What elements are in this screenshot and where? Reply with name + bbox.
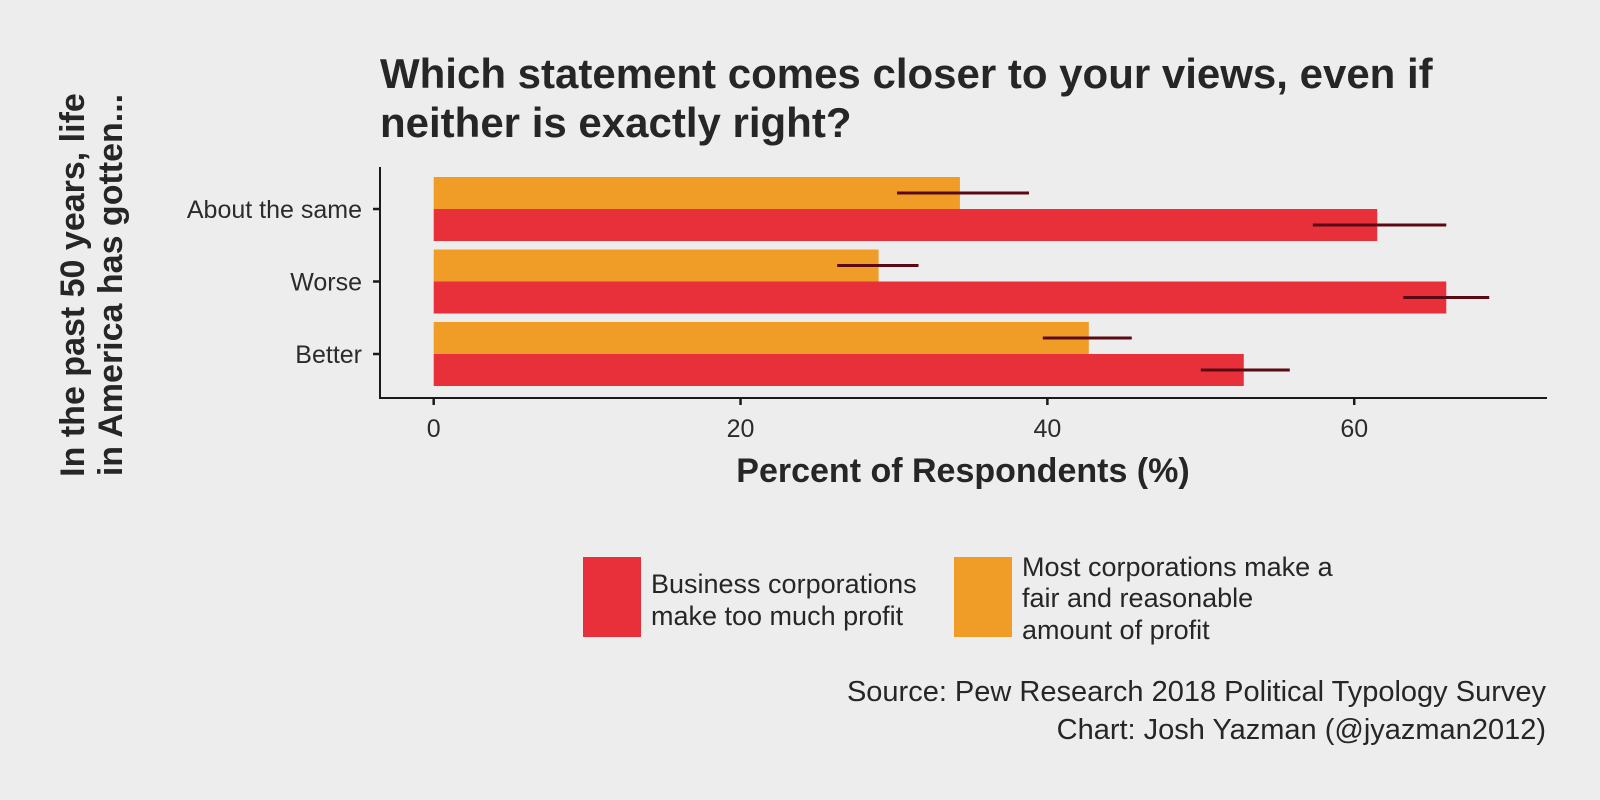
chart-title-line-1: Which statement comes closer to your vie…	[380, 50, 1434, 97]
legend-label-fair-line-3: amount of profit	[1022, 615, 1210, 645]
bar-better-series-1	[433, 322, 1089, 354]
legend-swatch-fair-reasonable-profit	[954, 557, 1012, 637]
legend-label-fair-line-1: Most corporations make a	[1022, 552, 1334, 582]
x-tick-label-60: 60	[1340, 415, 1368, 443]
y-ticks: About the same Worse Better	[187, 196, 380, 369]
legend-label-business-line-1: Business corporations	[651, 569, 917, 599]
bars-layer	[433, 177, 1447, 386]
bar-worse-series-1	[433, 249, 879, 282]
y-tick-label-better: Better	[295, 341, 362, 369]
y-axis-title-line-1: In the past 50 years, life	[54, 93, 92, 477]
bar-worse-series-0	[433, 281, 1447, 314]
caption-credit: Chart: Josh Yazman (@jyazman2012)	[1057, 714, 1546, 746]
x-ticks: 0 20 40 60	[427, 398, 1368, 443]
x-tick-label-40: 40	[1033, 415, 1061, 443]
bar-better-series-0	[433, 354, 1244, 386]
x-tick-label-20: 20	[727, 415, 755, 443]
legend: Business corporations make too much prof…	[583, 552, 1334, 645]
y-tick-label-about-the-same: About the same	[187, 196, 362, 224]
y-axis-title-line-2: in America has gotten...	[92, 94, 130, 476]
x-axis-title: Percent of Respondents (%)	[736, 452, 1189, 490]
y-axis-title: In the past 50 years, life in America ha…	[54, 93, 130, 477]
bar-about-the-same-series-1	[433, 177, 960, 209]
caption-source: Source: Pew Research 2018 Political Typo…	[847, 676, 1547, 708]
error-bars-layer	[837, 191, 1490, 372]
legend-swatch-business-too-much-profit	[583, 557, 641, 637]
bar-about-the-same-series-0	[433, 209, 1378, 241]
x-tick-label-0: 0	[427, 415, 441, 443]
y-tick-label-worse: Worse	[290, 269, 362, 297]
legend-label-business-line-2: make too much profit	[651, 601, 904, 631]
chart-title-line-2: neither is exactly right?	[380, 99, 851, 146]
legend-label-fair-line-2: fair and reasonable	[1022, 583, 1253, 613]
